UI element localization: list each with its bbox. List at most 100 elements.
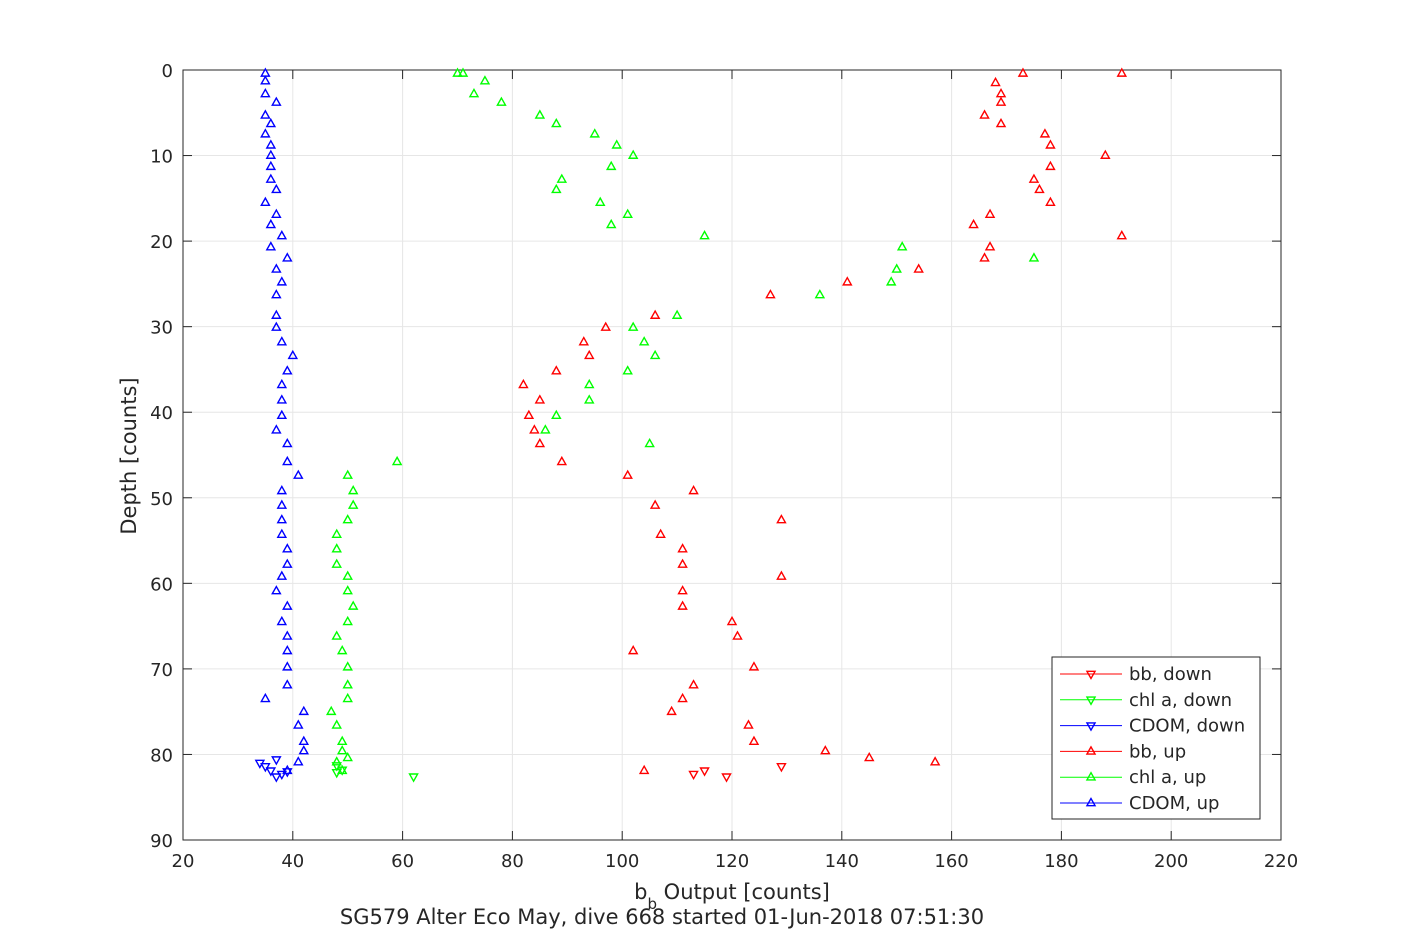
data-point-cdom-up [298, 705, 310, 716]
data-point-chl-a-up [885, 276, 897, 286]
data-point-cdom-up [260, 196, 271, 207]
y-tick-label: 10 [150, 147, 173, 168]
data-point-cdom-up [282, 455, 293, 466]
data-point-cdom-up [282, 679, 293, 689]
data-point-bb-up [551, 365, 562, 375]
data-point-cdom-up [260, 128, 271, 138]
y-tick-label: 20 [150, 232, 173, 253]
data-point-cdom-up [276, 528, 288, 538]
data-point-bb-down [776, 763, 787, 773]
data-point-bb-up [979, 252, 990, 262]
data-point-bb-up [622, 469, 633, 479]
data-point-chl-a-up [496, 96, 507, 106]
data-point-cdom-down [276, 770, 288, 781]
data-point-cdom-down [265, 767, 277, 777]
legend-box [1051, 656, 1261, 820]
data-point-bb-up [649, 499, 661, 509]
data-point-chl-a-up [452, 67, 463, 77]
plot-frame [182, 69, 1282, 841]
data-point-bb-up [776, 570, 787, 580]
data-point-chl-a-up [551, 409, 562, 420]
data-point-cdom-up [271, 289, 282, 299]
data-point-cdom-up [271, 424, 282, 434]
data-point-cdom-up [276, 514, 288, 524]
data-point-bb-up [688, 679, 699, 689]
x-tick-label: 180 [1044, 851, 1078, 872]
data-point-cdom-up [271, 263, 282, 273]
data-point-chl-a-up [342, 585, 353, 595]
data-point-cdom-up [260, 75, 271, 85]
data-point-chl-a-up [556, 173, 568, 183]
data-point-cdom-up [298, 735, 310, 746]
data-point-bb-up [534, 437, 546, 448]
data-point-bb-up [556, 455, 568, 466]
data-point-chl-a-up [891, 263, 902, 273]
data-point-bb-up [534, 394, 546, 404]
data-point-chl-a-up [342, 692, 353, 703]
data-point-chl-a-up [540, 424, 551, 434]
data-point-chl-a-up [589, 128, 600, 138]
data-point-chl-a-up [644, 437, 655, 448]
data-point-bb-up [688, 485, 699, 495]
data-point-cdom-up [287, 349, 299, 360]
chart-caption: SG579 Alter Eco May, dive 668 started 01… [340, 905, 984, 929]
data-point-cdom-up [276, 276, 288, 286]
data-point-bb-up [995, 117, 1007, 128]
data-point-bb-down [688, 770, 699, 781]
data-point-chl-a-up [584, 394, 595, 404]
data-point-bb-up [600, 321, 611, 331]
data-point-chl-a-up [342, 679, 353, 689]
x-tick-label: 140 [825, 851, 859, 872]
data-point-bb-up [913, 263, 924, 273]
x-tick-label: 20 [172, 851, 195, 872]
legend-label: bb, up [1129, 741, 1186, 762]
data-point-cdom-up [265, 173, 277, 183]
data-point-cdom-up [282, 437, 293, 448]
y-tick-label: 40 [150, 403, 173, 424]
data-point-cdom-up [282, 252, 293, 262]
data-point-bb-up [677, 543, 688, 553]
data-point-bb-up [820, 745, 831, 755]
data-point-chl-a-up [594, 196, 606, 207]
legend-marker [1085, 696, 1097, 706]
data-point-cdom-down [271, 773, 282, 783]
data-point-cdom-up [282, 600, 293, 610]
data-point-chl-a-up [468, 88, 480, 98]
data-point-cdom-up [271, 183, 282, 194]
legend-label: chl a, down [1129, 690, 1232, 711]
y-tick-label: 0 [162, 61, 173, 82]
x-tick-label: 100 [605, 851, 639, 872]
data-point-cdom-up [293, 756, 304, 766]
x-tick-label: 200 [1154, 851, 1188, 872]
legend-marker [1085, 797, 1097, 807]
data-point-chl-a-up [649, 349, 661, 360]
data-point-cdom-down [282, 768, 293, 778]
data-point-chl-a-up [479, 75, 491, 85]
data-point-chl-a-up [611, 139, 622, 149]
data-point-bb-up [984, 241, 996, 251]
data-point-chl-a-up [342, 751, 353, 762]
legend-label: bb, down [1129, 664, 1212, 685]
data-point-chl-a-up [342, 615, 353, 626]
data-point-bb-up [666, 705, 677, 716]
data-point-bb-up [1045, 139, 1056, 149]
data-markers [254, 67, 1128, 783]
data-point-bb-up [995, 96, 1007, 106]
data-point-chl-a-up [534, 109, 546, 119]
data-point-chl-a-up [457, 67, 469, 77]
x-tick-label: 60 [391, 851, 414, 872]
data-point-chl-a-up [347, 485, 359, 495]
legend-marker [1085, 722, 1097, 732]
data-point-bb-up [842, 276, 853, 286]
data-point-bb-up [929, 756, 941, 766]
data-point-bb-up [984, 208, 996, 218]
data-point-chl-a-up [342, 661, 353, 671]
data-point-cdom-up [271, 96, 282, 106]
x-axis-label: bb Output [counts] [634, 880, 830, 913]
data-point-chl-a-up [622, 208, 633, 218]
data-point-bb-up [765, 289, 776, 299]
y-axis-label: Depth [counts] [117, 377, 141, 534]
data-point-bb-up [677, 600, 688, 610]
data-point-cdom-up [282, 764, 293, 775]
